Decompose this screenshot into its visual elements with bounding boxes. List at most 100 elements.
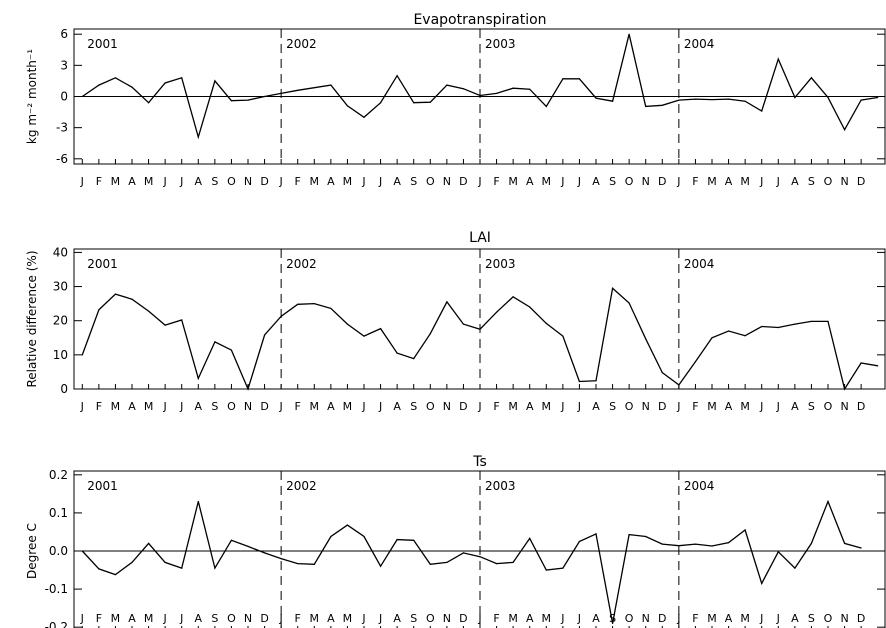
month-label: A [725,400,733,413]
data-point [446,561,448,564]
data-point [761,110,763,112]
data-point [280,558,282,560]
year-label: 2004 [684,37,715,51]
month-label: A [327,400,335,413]
year-label: 2001 [87,479,118,493]
data-point [578,540,581,543]
y-tick-label: 3 [60,58,68,72]
month-label: N [840,612,848,625]
month-label: F [493,612,499,625]
data-point [777,326,779,329]
month-label: M [310,175,320,188]
data-point [413,539,415,541]
data-point [645,338,647,340]
month-label: S [609,612,616,625]
data-point [330,535,332,538]
data-point [661,104,663,106]
month-label: J [163,175,167,188]
data-point [413,358,415,360]
month-label: J [477,175,481,188]
month-label: M [740,400,750,413]
data-point [131,561,133,564]
month-label: M [111,612,121,625]
month-label: N [443,400,451,413]
year-label: 2002 [286,257,317,271]
month-label: M [707,175,717,188]
data-point [181,77,183,79]
data-point [545,569,547,571]
month-label: F [692,400,698,413]
data-point [164,82,166,84]
month-label: S [808,612,815,625]
data-point [578,380,581,383]
month-label: J [676,612,680,625]
month-label: J [759,175,763,188]
year-label: 2004 [684,257,715,271]
data-point [694,361,697,363]
month-label: D [658,175,666,188]
month-label: N [840,175,848,188]
month-label: D [857,400,865,413]
month-label: J [163,400,167,413]
data-point [628,302,630,304]
month-label: J [361,612,365,625]
month-label: D [459,612,467,625]
month-label: F [692,175,698,188]
y-tick-label: -3 [56,121,68,135]
month-label: M [508,612,518,625]
y-tick-label: 30 [53,280,68,294]
data-point [645,535,647,538]
panel-title: LAI [469,230,491,246]
month-label: M [343,175,353,188]
year-label: 2003 [485,479,516,493]
month-label: D [459,400,467,413]
month-label: F [692,612,698,625]
data-point [197,500,199,503]
month-label: J [378,400,382,413]
month-label: S [211,175,218,188]
month-label: S [410,175,417,188]
month-label: A [592,400,600,413]
data-point [810,542,813,545]
data-point [429,563,431,565]
month-label: A [327,175,335,188]
month-label: S [609,175,616,188]
data-point [728,330,730,332]
data-point [562,567,564,569]
month-label: J [179,612,183,625]
y-tick-label: -0.1 [45,582,68,596]
y-tick-label: 6 [60,27,68,41]
month-label: M [144,175,154,188]
y-tick-label: 10 [53,348,68,362]
month-label: D [260,612,268,625]
month-label: S [808,175,815,188]
month-label: F [295,175,301,188]
month-label: J [279,400,283,413]
month-label: J [179,175,183,188]
panel-1: Evapotranspiration -6 -3 0 3 6 kg m⁻² month⁻¹ 2… [25,12,886,188]
data-point [181,567,183,569]
month-label: M [310,612,320,625]
data-point [148,542,150,545]
year-label: 2001 [87,37,118,51]
month-label: M [310,400,320,413]
month-label: J [378,612,382,625]
y-tick-label: 0.0 [49,544,68,558]
data-point [794,323,796,325]
data-point [413,102,415,104]
month-label: A [393,400,401,413]
month-label: F [295,400,301,413]
data-point [114,293,116,295]
data-point [678,384,680,386]
month-label: F [493,400,499,413]
y-tick-label: 20 [53,314,68,328]
data-point [264,552,266,554]
y-axis-title: Degree C [25,523,39,579]
data-point [363,116,365,118]
data-point [645,105,647,107]
data-point [247,99,249,101]
month-label: J [279,175,283,188]
data-point [164,324,166,326]
year-label: 2004 [684,479,715,493]
month-label: N [642,175,650,188]
